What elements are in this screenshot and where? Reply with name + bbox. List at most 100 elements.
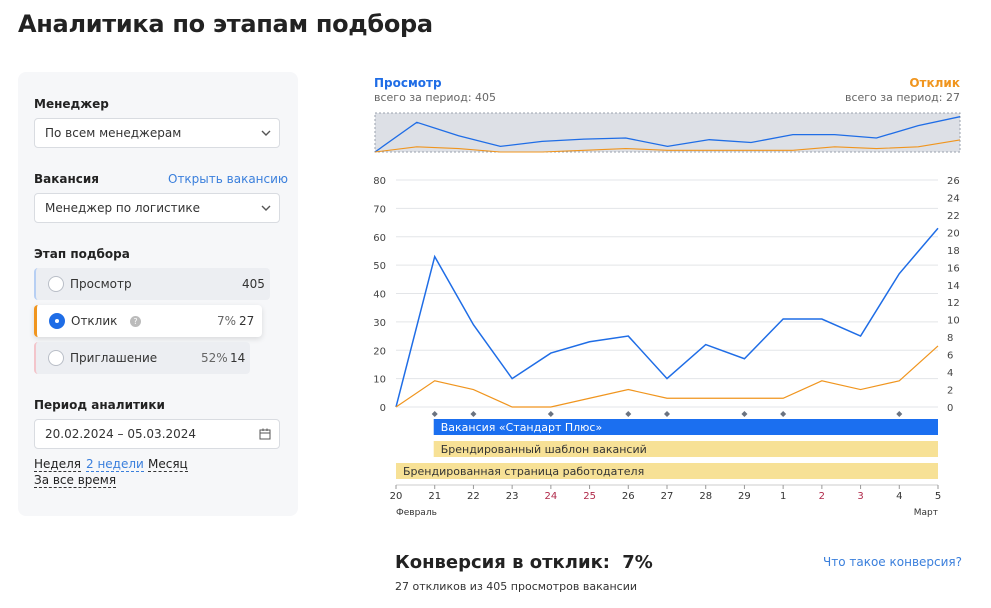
x-tick-label: 4: [896, 491, 902, 502]
y-left-tick-label: 50: [373, 261, 386, 272]
y-left-tick-label: 80: [373, 176, 386, 187]
event-marker-diamond: [896, 411, 903, 417]
radio-icon: [48, 276, 64, 292]
y-left-tick-label: 40: [373, 290, 386, 301]
period-week-link[interactable]: Неделя: [34, 457, 81, 472]
y-left-tick-label: 30: [373, 318, 386, 329]
event-marker-diamond: [431, 411, 438, 417]
x-tick-label: 5: [935, 491, 941, 502]
period-2weeks-link[interactable]: 2 недели: [86, 457, 144, 472]
period-date-value: 20.02.2024 – 05.03.2024: [45, 427, 197, 441]
stage-option-responses[interactable]: Отклик ? 7% 27: [34, 305, 262, 337]
conversion-title: Конверсия в отклик: 7%: [395, 552, 653, 573]
radio-icon: [48, 350, 64, 366]
page-title: Аналитика по этапам подбора: [18, 10, 433, 38]
y-left-tick-label: 60: [373, 233, 386, 244]
overview-responses-line: [374, 139, 961, 153]
views-series-name: Просмотр: [374, 76, 442, 90]
manager-select[interactable]: По всем менеджерам: [34, 118, 280, 148]
chart-series: [395, 227, 939, 408]
calendar-icon: [259, 428, 271, 440]
x-tick-label: 20: [390, 491, 403, 502]
views-total: всего за период: 405: [374, 91, 497, 104]
event-bands: Вакансия «Стандарт Плюс» Брендированный ш…: [396, 419, 938, 479]
period-label: Период аналитики: [34, 398, 165, 412]
conversion-label: Конверсия в отклик:: [395, 552, 610, 573]
y-right-tick-label: 2: [947, 386, 953, 397]
x-tick-label: 26: [622, 491, 635, 502]
x-tick-label: 29: [738, 491, 751, 502]
manager-label: Менеджер: [34, 97, 109, 111]
overview-navigator[interactable]: [374, 112, 961, 153]
vacancy-label: Вакансия: [34, 172, 100, 186]
event-marker-diamond: [780, 411, 787, 417]
period-month-link[interactable]: Месяц: [148, 457, 188, 472]
overview-selection: [374, 112, 961, 153]
month-end-label: Март: [914, 508, 938, 518]
y-right-tick-label: 26: [947, 176, 960, 187]
y-right-tick-label: 12: [947, 298, 960, 309]
y-right-tick-label: 22: [947, 211, 960, 222]
stage-count: 27: [239, 314, 255, 328]
stage-option-invites[interactable]: Приглашение 52% 14: [34, 342, 250, 374]
period-alltime-link[interactable]: За все время: [34, 473, 117, 488]
y-right-tick-label: 0: [947, 403, 953, 414]
y-right-tick-label: 6: [947, 351, 953, 362]
event-band: [433, 419, 938, 435]
y-left-tick-label: 0: [380, 403, 386, 414]
event-marker-diamond: [547, 411, 554, 417]
radio-selected-icon: [49, 313, 65, 329]
x-tick-label: 27: [661, 491, 674, 502]
event-marker-diamond: [664, 411, 670, 417]
event-band-label: Вакансия «Стандарт Плюс»: [441, 421, 603, 434]
event-band-label: Брендированный шаблон вакансий: [441, 443, 647, 456]
stage-name: Просмотр: [70, 277, 132, 291]
stage-percent: 52%: [201, 351, 228, 365]
stage-name: Приглашение: [70, 351, 158, 365]
event-marker-diamond: [741, 411, 748, 417]
y-right-tick-label: 18: [947, 246, 960, 257]
y-right-tick-label: 4: [947, 368, 953, 379]
conversion-value: 7%: [622, 552, 653, 573]
help-icon[interactable]: ?: [130, 316, 141, 327]
stage-count: 14: [230, 351, 246, 365]
x-tick-label: 2: [819, 491, 825, 502]
y-right-tick-label: 16: [947, 263, 960, 274]
overview-views-line: [374, 116, 961, 153]
stage-option-views[interactable]: Просмотр 405: [34, 268, 270, 300]
period-date-input[interactable]: 20.02.2024 – 05.03.2024: [34, 419, 280, 449]
conversion-subtitle: 27 откликов из 405 просмотров вакансии: [395, 580, 638, 593]
y-right-tick-label: 14: [947, 281, 960, 292]
y-left-tick-label: 70: [373, 204, 386, 215]
y-right-tick-label: 24: [947, 193, 960, 204]
y-right-tick-label: 10: [947, 316, 960, 327]
views-series-line: [395, 227, 939, 408]
x-tick-label: 23: [506, 491, 519, 502]
y-right-tick-label: 8: [947, 333, 953, 344]
stage-name: Отклик: [71, 314, 118, 328]
stage-count: 405: [242, 277, 265, 291]
x-tick-label: 21: [428, 491, 441, 502]
x-tick-label: 3: [857, 491, 863, 502]
responses-total: всего за период: 27: [844, 91, 960, 104]
x-tick-label: 28: [699, 491, 712, 502]
x-tick-label: 25: [583, 491, 596, 502]
y-right-tick-label: 20: [947, 228, 960, 239]
event-band: [433, 441, 938, 457]
stage-percent: 7%: [217, 314, 237, 328]
x-tick-label: 24: [544, 491, 557, 502]
responses-series-name: Отклик: [909, 76, 960, 90]
conversion-help-link[interactable]: Что такое конверсия?: [823, 555, 962, 569]
open-vacancy-link[interactable]: Открыть вакансию: [168, 172, 289, 186]
x-tick-label: 1: [780, 491, 786, 502]
event-band: [396, 463, 938, 479]
y-left-tick-label: 20: [373, 346, 386, 357]
event-marker-diamond: [470, 411, 477, 417]
y-left-tick-label: 10: [373, 375, 386, 386]
event-band-label: Брендированная страница работодателя: [403, 465, 644, 478]
vacancy-select-value: Менеджер по логистике: [45, 201, 201, 215]
event-markers: [431, 411, 903, 417]
vacancy-select[interactable]: Менеджер по логистике: [34, 193, 280, 223]
